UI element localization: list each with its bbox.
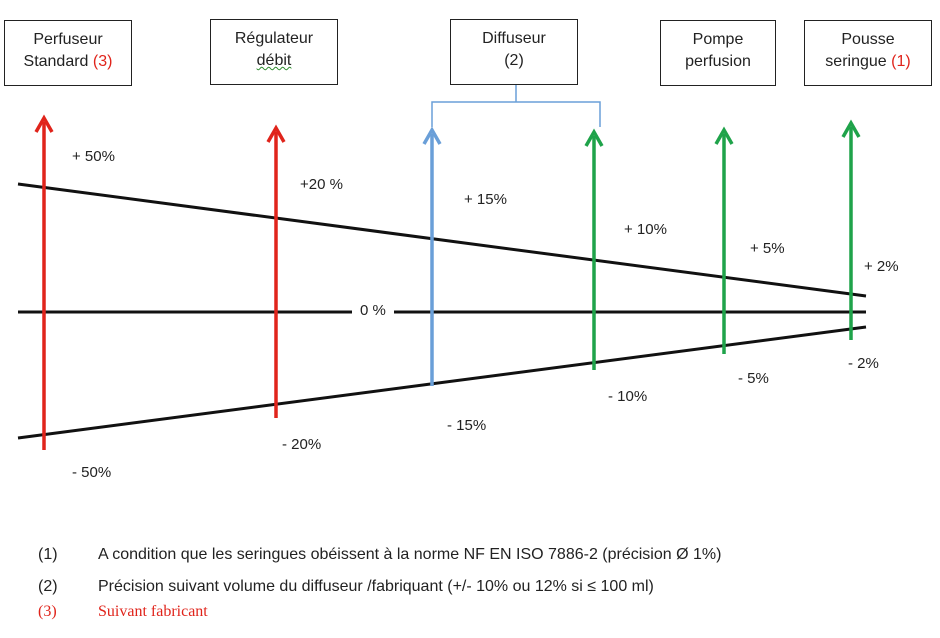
footnote-2-text: Précision suivant volume du diffuseur /f… xyxy=(98,578,654,595)
diffuseur-bracket xyxy=(431,84,601,127)
pousse-line1: Pousse xyxy=(841,31,895,48)
pousse-plus-label: + 2% xyxy=(864,258,899,275)
footnote-3-num: (3) xyxy=(38,603,57,620)
perfuseur-box: Perfuseur Standard (3) xyxy=(4,20,132,86)
precision-diagram xyxy=(17,84,867,450)
perfuseur-arrow xyxy=(34,114,54,450)
diffuseur-arrow xyxy=(422,126,442,386)
upper-tolerance-line xyxy=(17,182,867,298)
pousse-line2: seringue xyxy=(825,53,887,70)
regulateur-box: Régulateur débit xyxy=(210,19,338,85)
perfuseur-plus-label: + 50% xyxy=(72,148,115,165)
perfuseur-line1: Perfuseur xyxy=(33,31,103,48)
footnote-1-num: (1) xyxy=(38,546,58,563)
perfuseur-minus-label: - 50% xyxy=(72,464,112,481)
diffuseur2-plus-label: + 10% xyxy=(624,221,667,238)
pompe-line1: Pompe xyxy=(692,31,744,48)
regulateur-arrow xyxy=(266,124,286,418)
perfuseur-ref: (3) xyxy=(92,53,113,70)
footnote-2: (2) Précision suivant volume du diffuseur… xyxy=(38,578,654,596)
pousse-ref: (1) xyxy=(891,53,911,70)
pousse-arrow xyxy=(841,119,861,340)
pompe-box: Pompe perfusion xyxy=(660,20,776,86)
zero-label: 0 % xyxy=(352,302,394,319)
diffuseur-line2: (2) xyxy=(504,52,524,69)
regulateur-line2: débit xyxy=(256,52,292,69)
pompe-line2: perfusion xyxy=(685,53,751,70)
pousse-box: Pousse seringue (1) xyxy=(804,20,932,86)
regulateur-line1: Régulateur xyxy=(234,30,314,47)
diffuseur-plus-label: + 15% xyxy=(464,191,507,208)
regulateur-minus-label: - 20% xyxy=(282,436,322,453)
diffuseur-box: Diffuseur (2) xyxy=(450,19,578,85)
pompe-arrow xyxy=(714,126,734,354)
diffuseur-minus-label: - 15% xyxy=(447,417,487,434)
footnote-1: (1) A condition que les seringues obéisse… xyxy=(38,546,721,564)
diffuseur-green-arrow xyxy=(584,128,604,370)
regulateur-plus-label: +20 % xyxy=(300,176,343,193)
pompe-minus-label: - 5% xyxy=(738,370,769,387)
footnote-1-text: A condition que les seringues obéissent … xyxy=(98,546,722,563)
pousse-minus-label: - 2% xyxy=(848,355,879,372)
footnote-3-text: Suivant fabricant xyxy=(98,603,208,620)
pompe-plus-label: + 5% xyxy=(750,240,785,257)
footnote-2-num: (2) xyxy=(38,578,58,595)
footnote-3: (3) Suivant fabricant xyxy=(38,603,208,621)
perfuseur-line2: Standard xyxy=(23,53,89,70)
diffuseur-line1: Diffuseur xyxy=(482,30,546,47)
diffuseur2-minus-label: - 10% xyxy=(608,388,648,405)
